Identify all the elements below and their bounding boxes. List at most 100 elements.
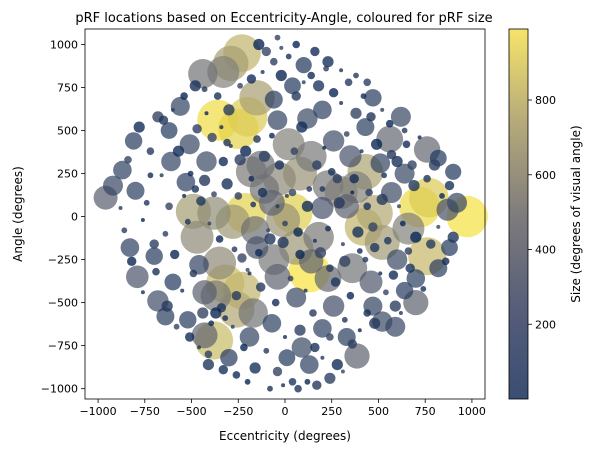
scatter-point bbox=[301, 200, 313, 212]
scatter-point bbox=[404, 247, 413, 255]
scatter-point bbox=[272, 366, 283, 377]
scatter-point bbox=[201, 86, 208, 93]
scatter-point bbox=[161, 151, 181, 172]
scatter-point bbox=[322, 56, 334, 68]
scatter-point bbox=[426, 239, 436, 249]
scatter-point bbox=[314, 247, 327, 259]
scatter-point bbox=[202, 359, 214, 371]
scatter-point bbox=[441, 239, 458, 256]
scatter-point bbox=[254, 248, 263, 257]
scatter-point bbox=[245, 267, 250, 272]
scatter-point bbox=[294, 384, 302, 393]
scatter-point bbox=[160, 122, 178, 139]
scatter-point bbox=[407, 160, 417, 170]
scatter-point bbox=[253, 38, 265, 51]
scatter-point bbox=[197, 307, 209, 319]
scatter-point bbox=[327, 168, 336, 176]
scatter-point bbox=[270, 57, 278, 66]
scatter-point bbox=[362, 256, 369, 263]
scatter-point bbox=[223, 138, 231, 147]
scatter-point bbox=[301, 80, 306, 85]
scatter-point bbox=[161, 300, 173, 312]
scatter-point bbox=[249, 362, 261, 374]
scatter-point bbox=[313, 80, 325, 92]
scatter-point bbox=[376, 193, 388, 205]
colorbar-ticks: 200 400 600 800 bbox=[528, 94, 556, 331]
scatter-point bbox=[312, 238, 317, 243]
scatter-point bbox=[341, 316, 348, 323]
scatter-point bbox=[197, 345, 201, 350]
scatter-point bbox=[350, 107, 362, 119]
scatter-point bbox=[339, 255, 351, 267]
scatter-point bbox=[192, 124, 202, 134]
chart-title: pRF locations based on Eccentricity-Angl… bbox=[75, 11, 492, 26]
scatter-point bbox=[343, 131, 350, 137]
scatter-point bbox=[230, 324, 235, 329]
scatter-point bbox=[350, 190, 355, 195]
scatter-point bbox=[271, 298, 280, 307]
scatter-point bbox=[376, 125, 404, 153]
scatter-point bbox=[436, 224, 441, 229]
scatter-point bbox=[274, 34, 281, 41]
scatter-point bbox=[357, 328, 362, 333]
y-axis-label: Angle (degrees) bbox=[11, 166, 25, 262]
scatter-point bbox=[274, 160, 285, 170]
scatter-point bbox=[244, 378, 251, 385]
x-tick-label: 1000 bbox=[458, 405, 486, 418]
scatter-point bbox=[359, 270, 383, 294]
scatter-point bbox=[240, 145, 252, 157]
scatter-point bbox=[247, 271, 252, 276]
scatter-point bbox=[179, 134, 200, 155]
scatter-point bbox=[285, 53, 292, 60]
scatter-point bbox=[363, 202, 372, 211]
scatter-point bbox=[405, 263, 415, 273]
scatter-point bbox=[352, 226, 364, 238]
scatter-point bbox=[402, 140, 411, 149]
scatter-point bbox=[218, 365, 228, 375]
scatter-point bbox=[312, 380, 322, 390]
scatter-point bbox=[417, 135, 422, 140]
scatter-point bbox=[240, 216, 270, 245]
scatter-point bbox=[159, 173, 164, 178]
scatter-point bbox=[322, 145, 327, 150]
scatter-point bbox=[303, 288, 308, 293]
scatter-point bbox=[307, 71, 316, 80]
scatter-point bbox=[250, 201, 257, 208]
y-tick-label: 1000 bbox=[50, 38, 78, 51]
x-tick-label: −500 bbox=[176, 405, 206, 418]
y-tick-label: 500 bbox=[57, 125, 78, 138]
scatter-point bbox=[295, 249, 305, 260]
scatter-point bbox=[238, 298, 268, 328]
scatter-point bbox=[306, 186, 313, 192]
scatter-point bbox=[420, 286, 427, 292]
scatter-point bbox=[292, 40, 301, 49]
scatter-point bbox=[199, 174, 211, 186]
y-tick-label: −250 bbox=[48, 254, 78, 267]
scatter-point bbox=[220, 349, 238, 367]
scatter-point bbox=[286, 287, 307, 308]
scatter-point bbox=[283, 335, 287, 339]
scatter-point bbox=[231, 291, 242, 301]
scatter-point bbox=[118, 206, 123, 210]
scatter-point bbox=[380, 107, 385, 112]
scatter-point bbox=[207, 132, 217, 143]
scatter-point bbox=[192, 280, 217, 305]
scatter-point bbox=[359, 149, 364, 154]
colorbar-label: Size (degrees of visual angle) bbox=[569, 125, 583, 302]
y-tick-label: 0 bbox=[71, 211, 78, 224]
scatter-point bbox=[184, 218, 191, 225]
scatter-point bbox=[218, 156, 228, 167]
colorbar: 200 400 600 800 Size (degrees of visual ang… bbox=[508, 28, 583, 400]
scatter-point bbox=[311, 196, 334, 220]
scatter-point bbox=[324, 372, 336, 384]
scatter-point bbox=[207, 221, 212, 226]
scatter-point bbox=[284, 193, 289, 198]
colorbar-tick-label: 400 bbox=[535, 244, 556, 257]
scatter-point bbox=[221, 178, 233, 190]
scatter-point bbox=[277, 236, 289, 248]
scatter-point bbox=[143, 199, 150, 206]
scatter-point bbox=[211, 191, 217, 198]
scatter-point bbox=[231, 246, 238, 253]
scatter-point bbox=[312, 160, 322, 170]
scatter-point bbox=[140, 290, 145, 295]
